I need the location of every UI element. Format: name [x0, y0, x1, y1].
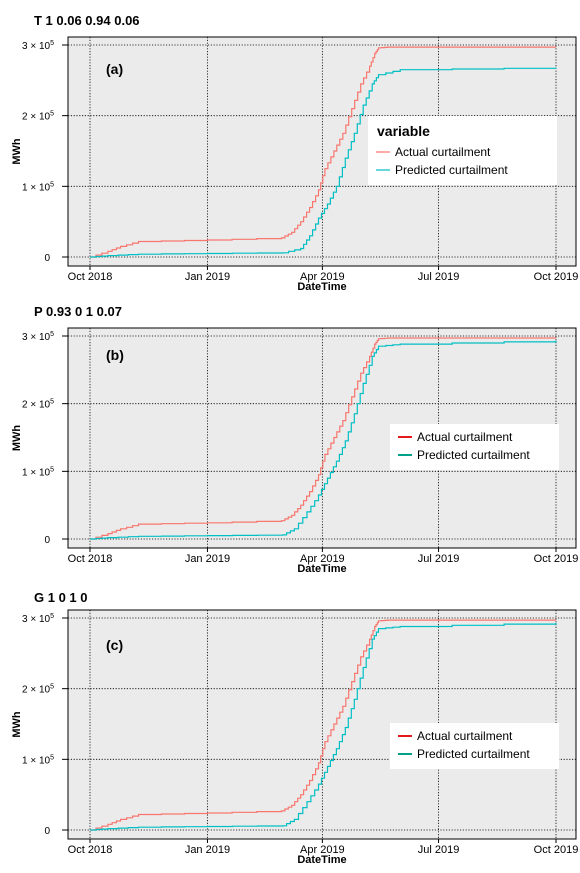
- chart-panel-b: P 0.93 0 1 0.07 0 1 × 105 2 × 105 3 × 105 Oc…: [0, 291, 580, 582]
- y-tick-label: 1 × 105: [22, 181, 54, 193]
- chart-title: G 1 0 1 0: [34, 590, 88, 605]
- y-tick-label: 3 × 105: [22, 613, 54, 625]
- series-line: [90, 337, 556, 540]
- x-tick-label: Apr 2019: [300, 271, 345, 283]
- legend-label: Predicted curtailment: [417, 448, 530, 462]
- x-tick-label: Oct 2018: [68, 553, 113, 565]
- y-axis-title: MWh: [11, 425, 23, 452]
- y-tick-label: 1 × 105: [22, 754, 54, 766]
- chart-a-svg: 0 1 × 105 2 × 105 3 × 105 Oct 2018 Jan 2019 Ap…: [11, 36, 579, 293]
- chart-title: P 0.93 0 1 0.07: [34, 304, 122, 319]
- series-line: [90, 622, 557, 831]
- panel-label: (a): [106, 61, 123, 77]
- x-tick-label: Jan 2019: [185, 271, 230, 283]
- legend-label: Predicted curtailment: [395, 163, 508, 177]
- x-axis-title: DateTime: [297, 854, 346, 866]
- x-tick-label: Oct 2018: [68, 271, 113, 283]
- chart-panel-a: T 1 0.06 0.94 0.06 0 1 × 105 2 × 105 3 × 10…: [0, 0, 580, 293]
- legend-label: Actual curtailment: [395, 145, 491, 159]
- panel-label: (b): [106, 347, 124, 363]
- y-tick-label: 3 × 105: [22, 40, 54, 52]
- series-line: [90, 619, 556, 831]
- x-tick-label: Apr 2019: [300, 553, 345, 565]
- chart-panel-c: G 1 0 1 0 0 1 × 105 2 × 105 3 × 105 Oct 2018…: [0, 582, 580, 873]
- legend-label: Predicted curtailment: [417, 747, 530, 761]
- y-tick-label: 0: [44, 253, 50, 264]
- legend-box: [390, 723, 559, 769]
- x-tick-label: Jul 2019: [418, 844, 460, 856]
- y-tick-label: 3 × 105: [22, 331, 54, 343]
- x-axis-title: DateTime: [297, 281, 346, 293]
- legend-box: [390, 424, 559, 470]
- y-tick-label: 2 × 105: [22, 684, 54, 696]
- y-tick-label: 0: [44, 535, 50, 546]
- x-tick-label: Jul 2019: [418, 271, 460, 283]
- chart-c-svg: 0 1 × 105 2 × 105 3 × 105 Oct 2018 Jan 2019 Ap…: [11, 609, 579, 866]
- y-tick-label: 2 × 105: [22, 399, 54, 411]
- y-tick-label: 1 × 105: [22, 466, 54, 478]
- x-tick-label: Oct 2019: [534, 271, 579, 283]
- panel-label: (c): [106, 637, 123, 653]
- chart-title: T 1 0.06 0.94 0.06: [34, 13, 140, 28]
- x-tick-label: Jan 2019: [185, 553, 230, 565]
- x-tick-label: Jul 2019: [418, 553, 460, 565]
- legend-label: Actual curtailment: [417, 729, 513, 743]
- y-axis-title: MWh: [11, 711, 23, 738]
- x-tick-label: Oct 2019: [534, 844, 579, 856]
- chart-b-svg: 0 1 × 105 2 × 105 3 × 105 Oct 2018 Jan 2019 Ap…: [11, 327, 579, 575]
- series-line: [90, 46, 556, 258]
- legend-box: [368, 116, 557, 185]
- x-tick-label: Jan 2019: [185, 844, 230, 856]
- x-tick-label: Oct 2018: [68, 844, 113, 856]
- series-line: [90, 340, 557, 540]
- series-line: [90, 67, 557, 258]
- legend-title: variable: [377, 123, 430, 139]
- x-axis-title: DateTime: [297, 563, 346, 575]
- y-tick-label: 2 × 105: [22, 111, 54, 123]
- x-tick-label: Oct 2019: [534, 553, 579, 565]
- y-axis-title: MWh: [11, 138, 23, 165]
- x-tick-label: Apr 2019: [300, 844, 345, 856]
- y-tick-label: 0: [44, 826, 50, 837]
- legend-label: Actual curtailment: [417, 430, 513, 444]
